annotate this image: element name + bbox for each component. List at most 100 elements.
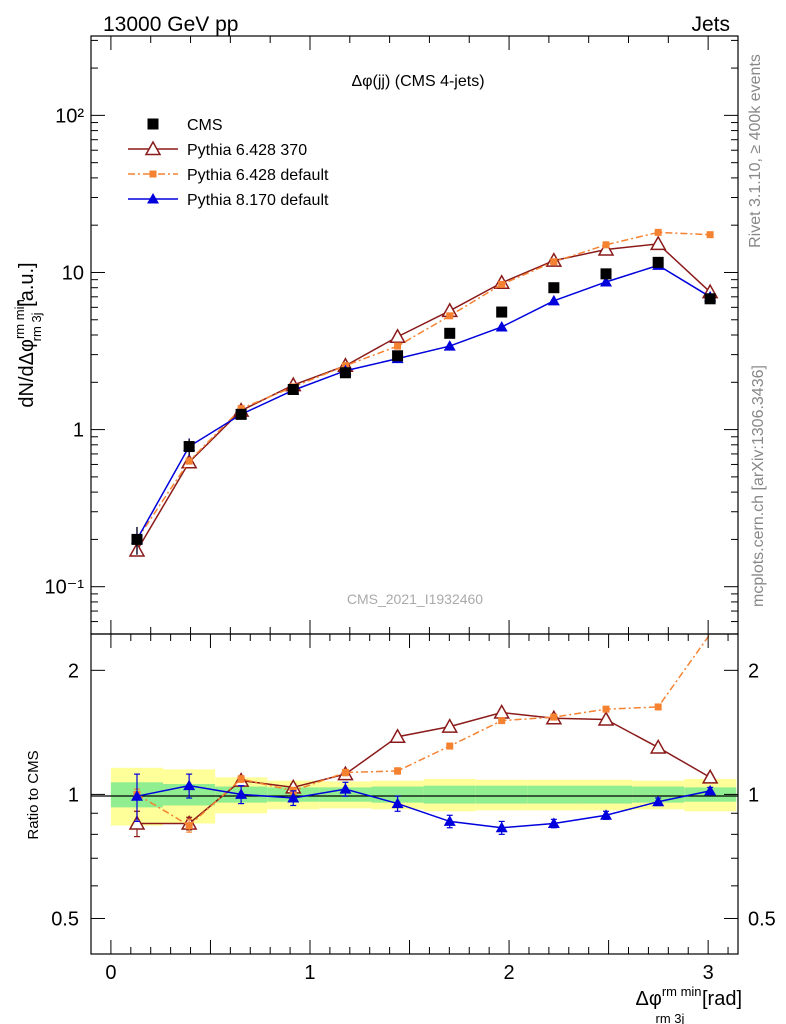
ratio-uncertainty-bands — [110, 767, 737, 826]
analysis-watermark: CMS_2021_I1932460 — [347, 591, 483, 607]
x-label-prefix: Δφ — [635, 988, 661, 1010]
legend: CMS Pythia 6.428 370 Pythia 6.428 default P… — [128, 117, 329, 209]
data-point — [547, 294, 560, 306]
ratio-band-inner — [579, 785, 633, 804]
ratio-data-point — [550, 713, 558, 721]
x-label-suffix: [rad] — [696, 988, 742, 1010]
ratio-data-point — [602, 705, 610, 713]
data-point — [654, 228, 662, 236]
series-line — [136, 243, 711, 551]
ratio-band-inner — [371, 786, 424, 803]
data-point — [550, 258, 558, 266]
ratio-y-axis-label: Ratio to CMS — [25, 750, 42, 839]
data-point — [235, 408, 247, 420]
data-point — [444, 327, 456, 339]
legend-item: Pythia 6.428 370 — [128, 140, 307, 159]
legend-item: Pythia 6.428 default — [128, 167, 329, 184]
ratio-data-point — [654, 703, 662, 711]
ratio-y-tick-label-right: 1 — [748, 784, 759, 806]
ratio-data-point — [389, 728, 406, 743]
legend-marker — [149, 170, 157, 178]
rivet-label: Rivet 3.1.10, ≥ 400k events — [747, 54, 764, 248]
series-pythia-8-170-default — [130, 259, 717, 555]
main-y-tick-label: 10² — [55, 105, 84, 127]
series-cms — [131, 256, 716, 555]
ratio-y-tick-label: 2 — [68, 660, 79, 682]
series-line — [136, 264, 711, 540]
main-y-axis-label: dN/dΔφrm min rm 3j [a.u.] — [12, 262, 44, 407]
ratio-data-point — [235, 788, 248, 799]
data-point — [443, 340, 456, 351]
mcplots-label: mcplots.cern.ch [arXiv:1306.3436] — [750, 365, 767, 607]
y-label-suffix: [a.u.] — [16, 262, 38, 312]
y-label-sub: rm 3j — [29, 312, 44, 341]
legend-label: Pythia 6.428 default — [187, 167, 329, 184]
ratio-data-point — [443, 815, 456, 826]
data-point — [597, 240, 615, 256]
series-line — [136, 231, 711, 540]
x-tick-label: 1 — [304, 962, 315, 984]
ratio-series-layer — [128, 633, 719, 838]
ratio-data-point — [701, 768, 719, 784]
main-y-ticks — [91, 36, 738, 635]
main-plot-panel: 10⁻¹ 1 10 10² Δφ(jj) (CMS 4-jets) CMS_2021_… — [12, 35, 739, 635]
ratio-data-point — [495, 821, 508, 833]
ratio-data-point — [597, 710, 615, 726]
ratio-series-pythia-8-170-default — [130, 773, 717, 835]
data-point — [498, 280, 506, 288]
x-label-sup: rm min — [662, 984, 702, 999]
legend-item: CMS — [147, 117, 223, 134]
series-pythia-6-428-370 — [128, 235, 719, 557]
data-point — [392, 350, 404, 362]
ratio-data-point — [341, 769, 349, 777]
x-axis-label: Δφrm min rm 3j [rad] — [635, 984, 742, 1024]
main-y-tick-labels: 10⁻¹ 1 10 10² — [45, 105, 85, 598]
data-point — [649, 235, 667, 251]
ratio-data-point — [652, 795, 665, 807]
ratio-series-line — [136, 633, 711, 827]
legend-item: Pythia 8.170 default — [128, 192, 329, 209]
ratio-data-point — [185, 822, 193, 830]
ratio-data-point — [130, 790, 143, 801]
data-point — [602, 241, 610, 249]
legend-label: CMS — [187, 117, 223, 134]
data-point — [339, 367, 351, 379]
legend-label: Pythia 8.170 default — [187, 192, 329, 209]
ratio-data-point — [237, 775, 245, 783]
ratio-data-point — [287, 792, 300, 803]
legend-marker — [144, 140, 162, 156]
main-y-tick-label: 1 — [73, 420, 84, 442]
header-energy: 13000 GeV pp — [103, 13, 238, 36]
data-point — [131, 533, 143, 545]
data-point — [496, 306, 508, 318]
y-label-sup: rm min — [12, 299, 27, 339]
chart-title: Δφ(jj) (CMS 4-jets) — [351, 73, 484, 90]
ratio-data-point — [498, 717, 506, 725]
data-point — [548, 282, 560, 294]
ratio-data-point — [394, 767, 402, 775]
ratio-data-point — [446, 742, 454, 750]
ratio-tick-labels: 0.5 0.5 1 1 2 2 0 1 2 3 — [51, 660, 776, 984]
data-point — [652, 256, 664, 268]
ratio-ticks — [91, 634, 738, 954]
ratio-band-inner — [527, 785, 580, 804]
data-point — [287, 383, 299, 395]
y-label-prefix: dN/dΔφ — [16, 339, 38, 408]
ratio-data-point — [547, 817, 560, 828]
ratio-data-point — [704, 784, 717, 796]
ratio-data-point — [391, 797, 404, 809]
ratio-y-tick-label-right: 0.5 — [748, 908, 776, 930]
x-tick-label: 0 — [105, 962, 116, 984]
ratio-band-inner — [423, 785, 476, 804]
ratio-series-line — [136, 784, 711, 829]
data-point — [389, 328, 406, 343]
ratio-data-point — [493, 703, 510, 719]
legend-label: Pythia 6.428 370 — [187, 142, 307, 159]
x-tick-label: 3 — [703, 962, 714, 984]
ratio-data-point — [649, 738, 667, 754]
data-point — [183, 441, 195, 453]
main-series-layer — [128, 228, 719, 557]
